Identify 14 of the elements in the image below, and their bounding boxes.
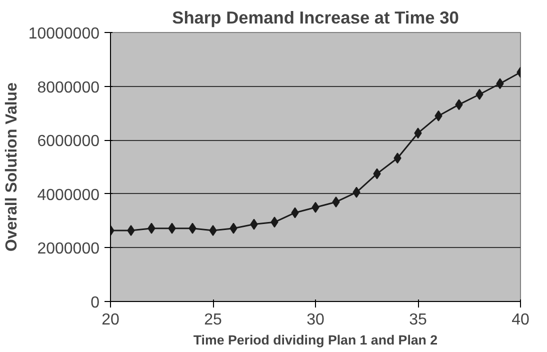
y-tick-label: 4000000 [37,186,100,204]
y-tick-label: 8000000 [37,79,100,96]
x-tick-label: 30 [306,312,324,328]
x-tick-label: 25 [204,312,222,328]
y-tick-label: 6000000 [37,133,100,150]
y-tick-label: 0 [90,294,100,312]
y-axis-title: Overall Solution Value [3,82,20,252]
chart-title: Sharp Demand Increase at Time 30 [172,8,459,28]
y-tick-label: 10000000 [28,26,100,42]
x-tick-label: 35 [409,312,427,328]
y-tick-label: 2000000 [37,240,100,258]
x-tick-label: 20 [102,312,120,328]
x-axis-title: Time Period dividing Plan 1 and Plan 2 [193,332,438,348]
x-tick-label: 40 [512,312,530,328]
